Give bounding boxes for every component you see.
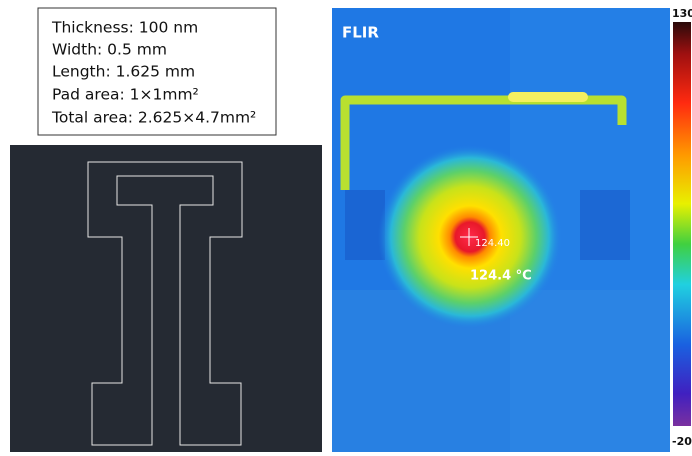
spec-item: Total area: 2.625×4.7mm² bbox=[51, 109, 256, 127]
spec-item: Pad area: 1×1mm² bbox=[52, 86, 199, 104]
spot-label: 124.40 bbox=[475, 238, 510, 249]
cad-panel bbox=[10, 145, 322, 452]
spec-item: Length: 1.625 mm bbox=[52, 63, 195, 81]
wire-hot bbox=[508, 92, 588, 102]
colorbar-max: 130 bbox=[672, 7, 692, 20]
colorbar bbox=[673, 22, 691, 426]
temperature-label: 124.4 °C bbox=[470, 269, 532, 284]
page: Thickness: 100 nm Width: 0.5 mm Length: … bbox=[0, 0, 692, 452]
background-region bbox=[580, 190, 630, 260]
spec-item: Width: 0.5 mm bbox=[52, 41, 167, 59]
logo: FLIR bbox=[342, 24, 379, 42]
figure: Thickness: 100 nm Width: 0.5 mm Length: … bbox=[0, 0, 692, 452]
colorbar-min: -20 bbox=[672, 435, 692, 448]
spec-item: Thickness: 100 nm bbox=[51, 19, 198, 37]
